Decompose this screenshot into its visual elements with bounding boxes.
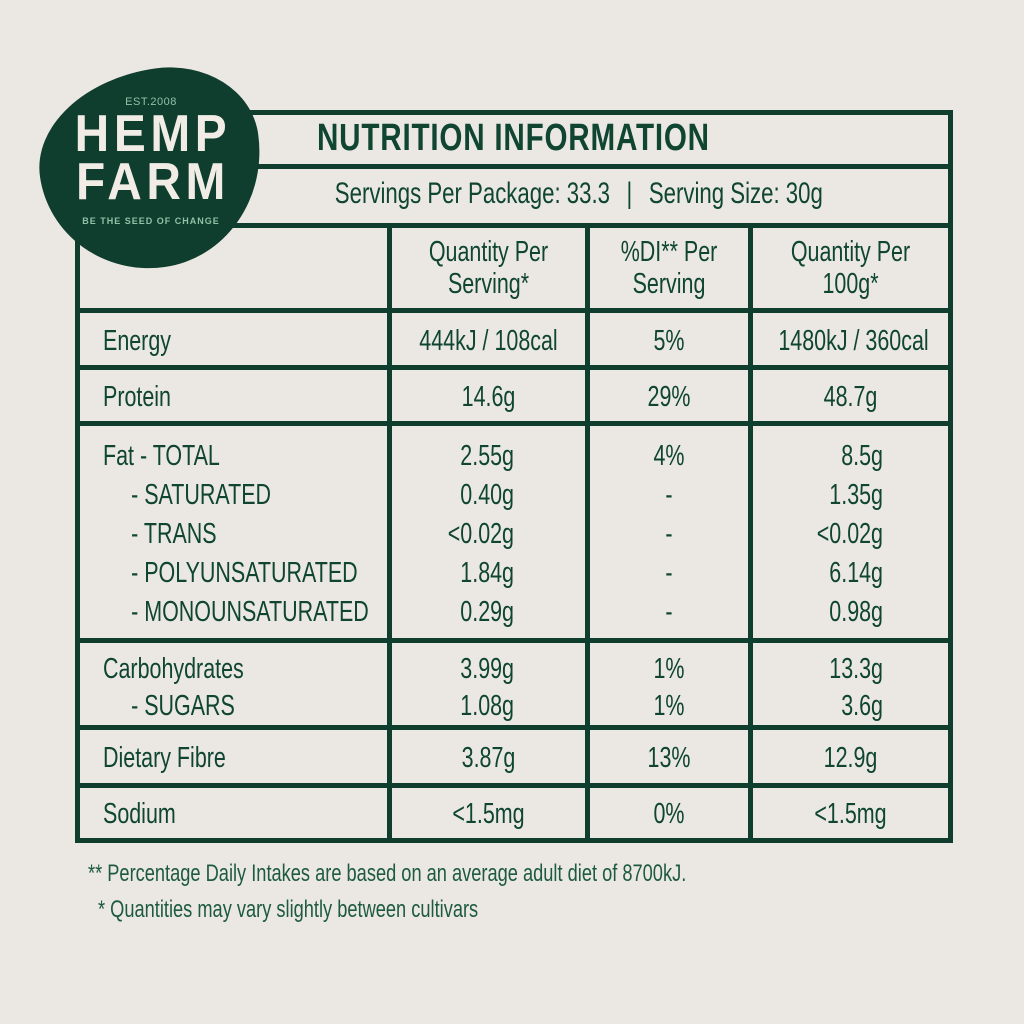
panel-title: NUTRITION INFORMATION (317, 117, 710, 159)
logo-name-farm: FARM (76, 153, 230, 211)
column-header-di: %DI** Per Serving (620, 236, 718, 300)
brand-logo-text: EST.2008 HEMP FARM BE THE SEED OF CHANGE (40, 70, 262, 268)
fat-saturated-label: - SATURATED (131, 479, 272, 511)
fat-poly-label: - POLYUNSATURATED (131, 557, 358, 589)
fat-trans-label: - TRANS (131, 518, 217, 550)
column-divider-2 (585, 223, 590, 843)
column-header-per-serving: Quantity Per Serving* (428, 236, 549, 300)
serving-size: Serving Size: 30g (648, 177, 823, 210)
nutrition-table (75, 110, 953, 843)
sugars-label: - SUGARS (131, 690, 235, 722)
divider-fat (75, 638, 953, 643)
fibre-per-serving: 3.87g (461, 742, 516, 774)
divider-energy (75, 365, 953, 370)
fibre-di: 13% (647, 742, 691, 774)
divider-fibre (75, 783, 953, 788)
logo-tagline: BE THE SEED OF CHANGE (82, 216, 220, 226)
energy-per-serving: 444kJ / 108cal (419, 325, 558, 357)
fat-mono-label: - MONOUNSATURATED (131, 596, 369, 628)
logo-name-hemp: HEMP (74, 105, 232, 163)
protein-di: 29% (647, 381, 691, 413)
column-divider-3 (748, 223, 753, 843)
servings-separator: | (626, 177, 633, 210)
carbohydrates-per-serving: 3.99g 1.08g (460, 653, 514, 722)
servings-per-package: Servings Per Package: 33.3 (334, 177, 610, 210)
protein-per-100g: 48.7g (823, 381, 878, 413)
carbohydrates-per-100g: 13.3g 3.6g (829, 653, 883, 722)
footnote-quantities: * Quantities may vary slightly between c… (98, 896, 479, 923)
row-label-protein: Protein (103, 381, 171, 413)
fat-per-100g: 8.5g 1.35g <0.02g 6.14g 0.98g (816, 440, 883, 628)
footnote-daily-intake: ** Percentage Daily Intakes are based on… (88, 860, 687, 887)
energy-per-100g: 1480kJ / 360cal (778, 325, 929, 357)
protein-per-serving: 14.6g (461, 381, 516, 413)
logo-established: EST.2008 (125, 96, 177, 108)
carbohydrates-di: 1% 1% (653, 653, 685, 722)
energy-di: 5% (653, 325, 685, 357)
row-labels-carbohydrates: Carbohydrates - SUGARS (103, 650, 244, 726)
divider-protein (75, 421, 953, 426)
row-label-energy: Energy (103, 325, 171, 357)
divider-servings (75, 223, 953, 228)
sodium-di: 0% (653, 798, 685, 830)
fat-per-serving: 2.55g 0.40g <0.02g 1.84g 0.29g (447, 440, 514, 628)
row-labels-fat: Fat - TOTAL - SATURATED - TRANS - POLYUN… (103, 437, 369, 632)
divider-header (75, 308, 953, 313)
row-label-fibre: Dietary Fibre (103, 742, 226, 774)
sodium-per-100g: <1.5mg (814, 798, 887, 830)
row-label-sodium: Sodium (103, 798, 176, 830)
sodium-per-serving: <1.5mg (452, 798, 525, 830)
column-divider-1 (387, 223, 392, 843)
divider-title (255, 164, 953, 169)
fat-di: 4% - - - - (653, 440, 685, 628)
servings-info: Servings Per Package: 33.3 | Serving Siz… (334, 177, 823, 211)
divider-carbs (75, 725, 953, 730)
fibre-per-100g: 12.9g (823, 742, 878, 774)
fat-total-label: Fat - TOTAL (103, 440, 220, 472)
carbohydrates-label: Carbohydrates (103, 653, 244, 685)
column-header-per-100g: Quantity Per 100g* (790, 236, 911, 300)
